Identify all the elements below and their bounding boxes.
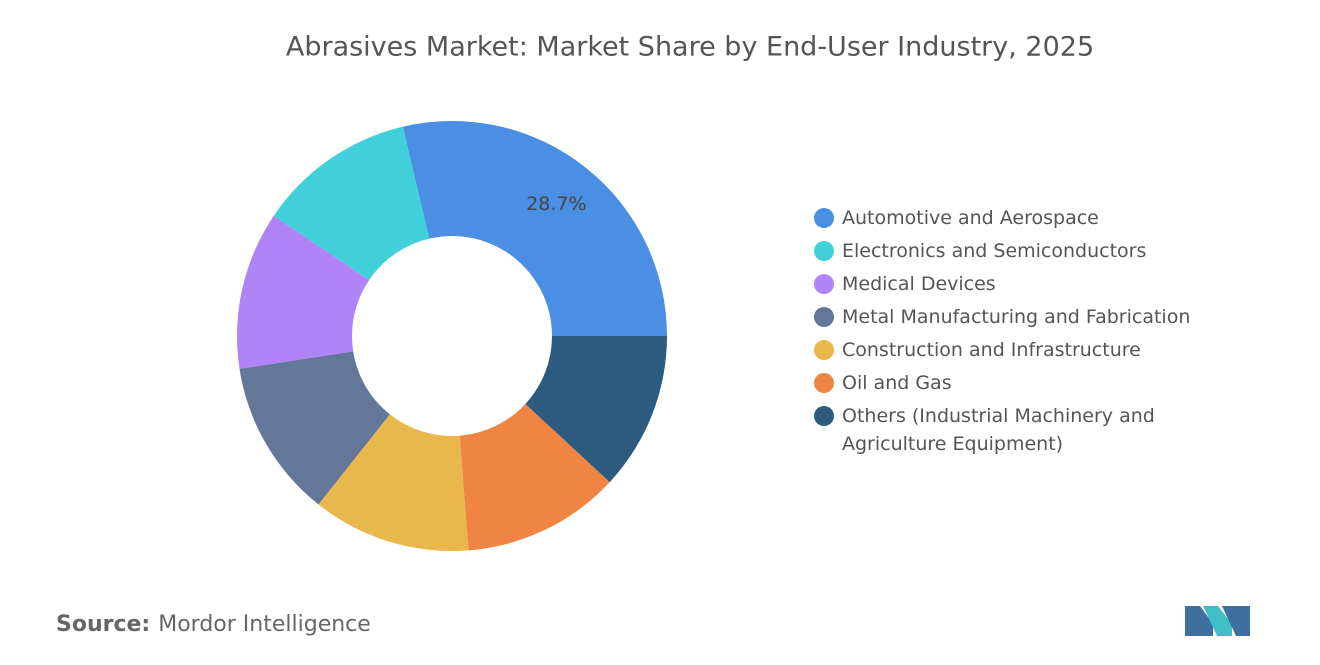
legend-item: Automotive and Aerospace [812,204,1192,232]
legend-label: Electronics and Semiconductors [842,240,1147,262]
legend-label: Others (Industrial Machinery and Agricul… [842,405,1155,455]
legend-item: Medical Devices [812,270,1192,298]
source-text: Mordor Intelligence [158,612,371,637]
donut-slice [239,351,390,505]
legend-label: Construction and Infrastructure [842,339,1141,361]
chart-title: Abrasives Market: Market Share by End-Us… [286,32,1094,63]
legend-swatch [814,307,834,327]
legend-item: Metal Manufacturing and Fabrication [812,303,1192,331]
legend-label: Oil and Gas [842,372,952,394]
legend-item: Oil and Gas [812,369,1192,397]
source: Source: Mordor Intelligence [56,612,371,637]
legend: Automotive and Aerospace Electronics and … [812,204,1192,463]
logo [1185,606,1250,636]
legend-item: Electronics and Semiconductors [812,237,1192,265]
data-label: 28.7% [526,193,586,215]
legend-label: Medical Devices [842,273,996,295]
legend-swatch [814,406,834,426]
legend-item: Others (Industrial Machinery and Agricul… [812,402,1192,458]
legend-label: Metal Manufacturing and Fabrication [842,306,1191,328]
legend-label: Automotive and Aerospace [842,207,1099,229]
donut-slice [273,126,430,281]
legend-swatch [814,274,834,294]
donut-slice [318,414,469,551]
source-label: Source: [56,612,151,637]
donut-slice [459,403,610,551]
donut-slice [402,120,667,336]
legend-swatch [814,373,834,393]
donut-slice [525,336,667,483]
legend-swatch [814,241,834,261]
donut-slice [236,215,370,369]
legend-item: Construction and Infrastructure [812,336,1192,364]
legend-swatch [814,340,834,360]
legend-swatch [814,208,834,228]
